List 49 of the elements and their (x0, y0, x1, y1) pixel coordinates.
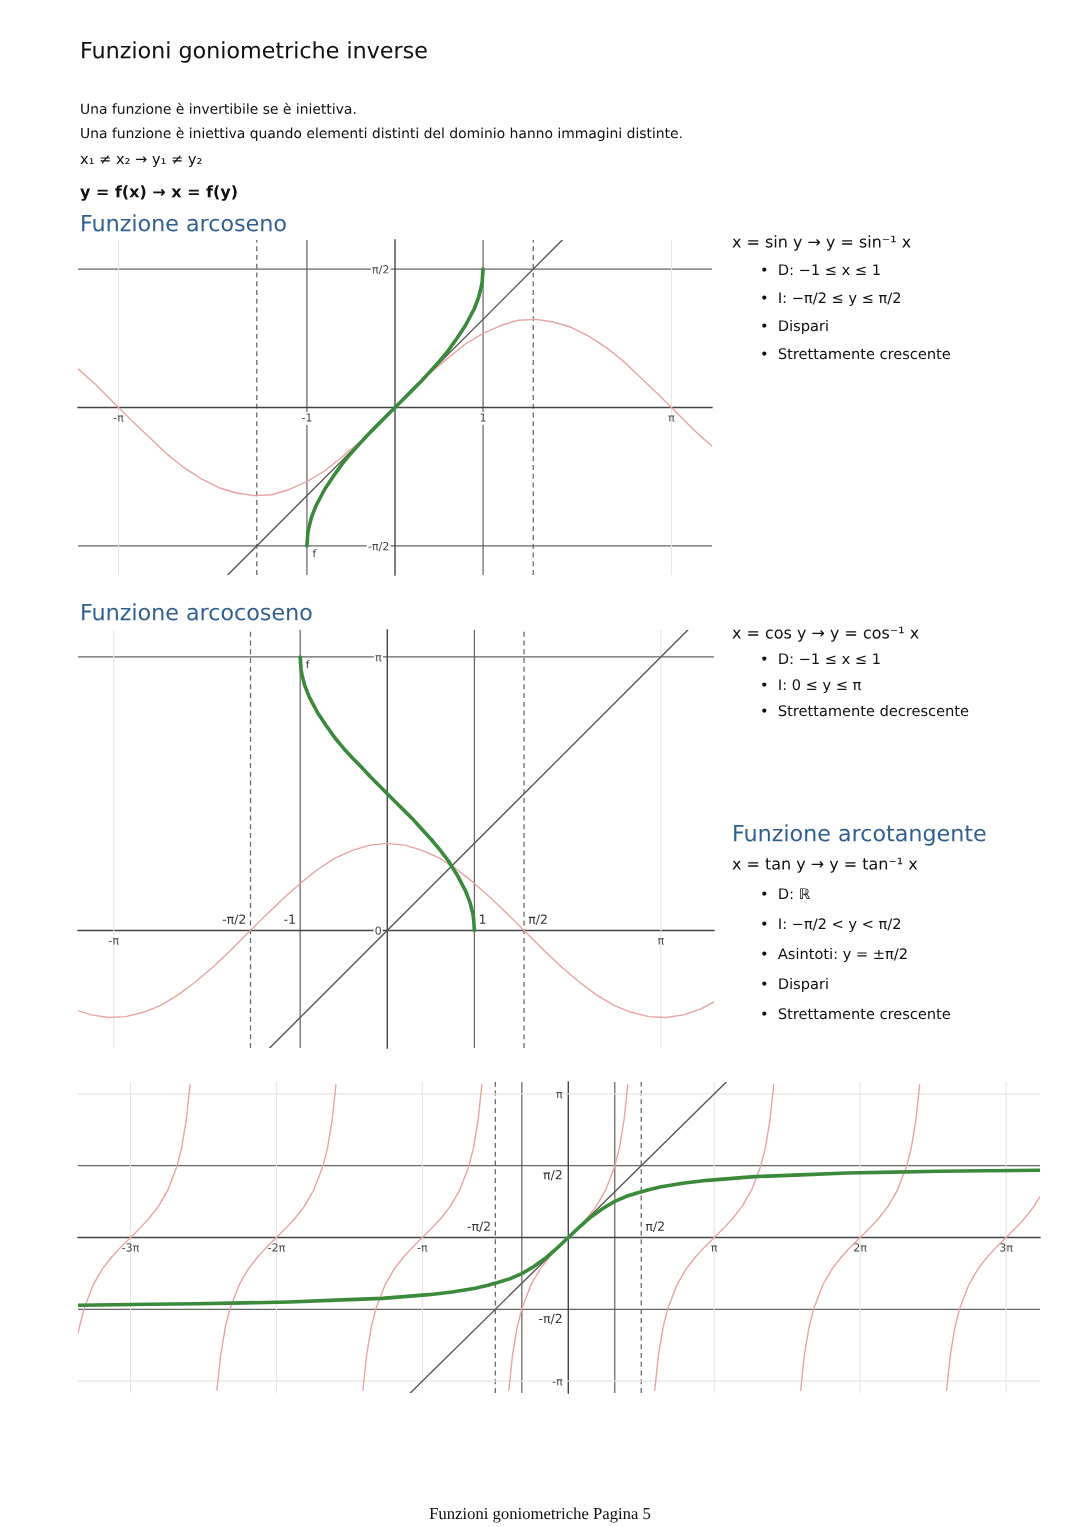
ref-line-label: -π/2 (467, 1221, 490, 1232)
text: x = cos y → y = cos⁻¹ x (732, 626, 919, 642)
ref-line-label: -1 (284, 914, 295, 924)
line-series (78, 1168, 1040, 1307)
line-series (298, 655, 477, 933)
series-label: f (305, 660, 310, 669)
text: Funzioni goniometriche inverse (82, 41, 427, 63)
ref-line-label: 1 (479, 914, 486, 924)
text: • D: ℝ (762, 888, 810, 900)
text: x = tan y → y = tan⁻¹ x (732, 857, 918, 873)
text: • Strettamente crescente (762, 1008, 951, 1020)
text: • D: −1 ≤ x ≤ 1 (762, 653, 880, 665)
y-tick-label: π (375, 655, 382, 662)
ref-line-label: π/2 (645, 1221, 664, 1232)
text: • D: −1 ≤ x ≤ 1 (762, 264, 880, 276)
y-tick-label: -π/2 (368, 541, 389, 552)
text: • Dispari (762, 319, 828, 335)
text: • I: −π/2 ≤ y ≤ π/2 (762, 292, 901, 307)
text: x = sin y → y = sin⁻¹ x (732, 235, 911, 251)
text: • Strettamente decrescente (762, 704, 969, 717)
chart-title: Funzione arcotangente (734, 824, 986, 846)
text: y = f(x) → x = f(y) (80, 185, 237, 201)
text: • I: −π/2 < y < π/2 (762, 918, 901, 933)
text: • Asintoti: y = ±π/2 (762, 947, 907, 963)
text: • I: 0 ≤ y ≤ π (762, 679, 861, 694)
y-tick-label: π/2 (372, 265, 389, 275)
x-tick-label: 3π (1000, 1243, 1013, 1252)
ref-line-label: -π/2 (222, 914, 246, 925)
y-tick-label: 0 (375, 926, 381, 935)
x-tick-label: π (711, 1245, 718, 1252)
text: • Strettamente crescente (762, 348, 951, 360)
text: Una funzione è invertibile se è iniettiva. (81, 102, 356, 115)
x-tick-label: -3π (122, 1243, 140, 1252)
text: x₁ ≠ x₂ → y₁ ≠ y₂ (80, 155, 202, 168)
text: Funzioni goniometriche Pagina 5 (429, 1507, 651, 1523)
x-tick-label: 1 (480, 413, 486, 422)
x-tick-label: 2π (854, 1243, 867, 1252)
x-tick-label: -2π (268, 1243, 286, 1252)
x-tick-label: -π (417, 1245, 428, 1252)
text: • Dispari (762, 977, 828, 993)
chart-title: Funzione arcoseno (82, 214, 286, 232)
ref-line-label: π/2 (528, 914, 547, 925)
x-tick-label: π (668, 415, 675, 422)
x-tick-label: -π (113, 415, 124, 422)
x-tick-label: -1 (301, 413, 312, 422)
text: Una funzione è iniettiva quando elementi distinti del dominio hanno immagini distinte. (81, 127, 682, 141)
chart-title: Funzione arcocoseno (82, 603, 312, 621)
line-series (78, 842, 714, 1019)
series-label: f (312, 549, 317, 558)
